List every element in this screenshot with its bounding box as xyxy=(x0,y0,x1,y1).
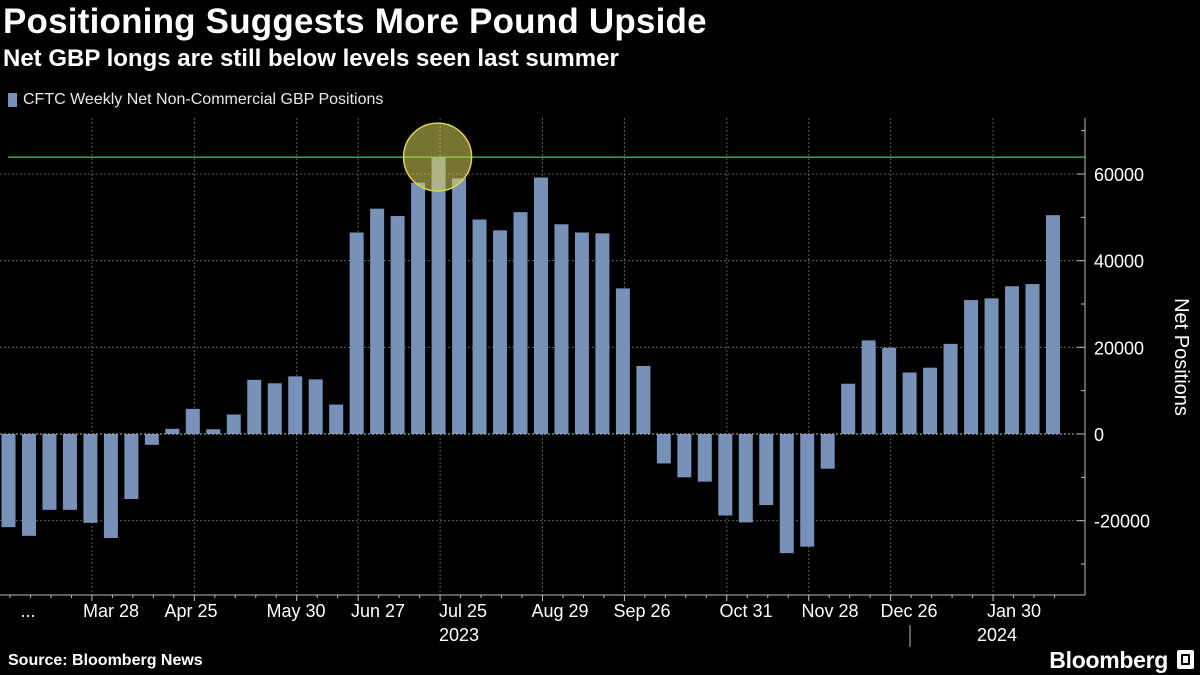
bar xyxy=(533,177,548,434)
bar xyxy=(124,434,139,499)
y-tick-label: 40000 xyxy=(1094,252,1144,272)
bar xyxy=(185,408,200,434)
chart-subtitle: Net GBP longs are still below levels see… xyxy=(3,45,619,72)
bar xyxy=(390,216,405,434)
bar xyxy=(595,233,610,434)
bar xyxy=(83,434,98,523)
bar xyxy=(882,347,897,434)
legend: CFTC Weekly Net Non-Commercial GBP Posit… xyxy=(8,91,383,109)
bloomberg-terminal-icon xyxy=(1177,650,1194,669)
x-year-label: 2024 xyxy=(977,625,1017,645)
bar xyxy=(841,383,856,434)
bar xyxy=(452,178,467,434)
x-tick-label: Mar 28 xyxy=(83,601,139,621)
bar xyxy=(513,212,528,434)
bar xyxy=(370,208,385,434)
bar xyxy=(1025,284,1040,434)
brand-logo: Bloomberg xyxy=(1049,647,1168,673)
x-tick-label: ... xyxy=(20,601,35,621)
bar xyxy=(144,434,159,445)
legend-label: CFTC Weekly Net Non-Commercial GBP Posit… xyxy=(23,91,384,108)
x-tick-label: Jul 25 xyxy=(439,601,487,621)
bar xyxy=(206,429,221,434)
legend-swatch xyxy=(8,93,17,107)
bar xyxy=(1045,215,1060,434)
y-tick-label: 20000 xyxy=(1094,338,1144,358)
x-tick-label: May 30 xyxy=(266,601,325,621)
x-tick-label: Oct 31 xyxy=(719,601,772,621)
bar xyxy=(984,298,999,434)
bar xyxy=(42,434,57,510)
bar xyxy=(718,434,733,516)
bar xyxy=(103,434,118,538)
x-tick-label: Dec 26 xyxy=(880,601,937,621)
bar xyxy=(288,376,303,434)
bar xyxy=(943,343,958,434)
bar xyxy=(574,232,589,434)
bar xyxy=(21,434,36,536)
source-note: Source: Bloomberg News xyxy=(8,652,203,669)
x-tick-label: Jan 30 xyxy=(987,601,1041,621)
bar xyxy=(800,434,815,547)
bar xyxy=(247,379,262,434)
bar xyxy=(226,414,241,434)
bar xyxy=(349,232,364,434)
y-tick-label: 0 xyxy=(1094,425,1104,445)
bar xyxy=(615,288,630,434)
bar xyxy=(636,365,651,434)
bar xyxy=(165,428,180,434)
x-tick-label: Apr 25 xyxy=(164,601,217,621)
bar xyxy=(267,383,282,434)
highlight-circle xyxy=(402,122,473,192)
bar xyxy=(964,300,979,434)
bar xyxy=(431,157,446,434)
bar xyxy=(738,434,753,523)
bar xyxy=(697,434,712,482)
x-tick-label: Jun 27 xyxy=(351,601,405,621)
bar xyxy=(820,434,835,469)
bar xyxy=(677,434,692,478)
bar xyxy=(472,219,487,434)
bar xyxy=(1005,286,1020,434)
bar xyxy=(861,340,876,434)
bar xyxy=(554,224,569,434)
y-tick-label: 60000 xyxy=(1094,165,1144,185)
chart-title: Positioning Suggests More Pound Upside xyxy=(3,2,707,41)
bar xyxy=(411,182,426,434)
y-axis-title: Net Positions xyxy=(1170,298,1192,416)
bar xyxy=(656,434,671,464)
bar xyxy=(1,434,16,528)
bar xyxy=(759,434,774,506)
bar xyxy=(923,367,938,434)
x-tick-label: Sep 26 xyxy=(613,601,670,621)
x-tick-label: Nov 28 xyxy=(801,601,858,621)
y-tick-label: -20000 xyxy=(1094,512,1150,532)
bar xyxy=(493,230,508,434)
x-tick-label: Aug 29 xyxy=(531,601,588,621)
bar xyxy=(329,404,344,434)
bar xyxy=(779,434,794,554)
bar xyxy=(308,379,323,434)
x-year-label: 2023 xyxy=(439,625,479,645)
bar xyxy=(62,434,77,510)
bar xyxy=(902,372,917,434)
